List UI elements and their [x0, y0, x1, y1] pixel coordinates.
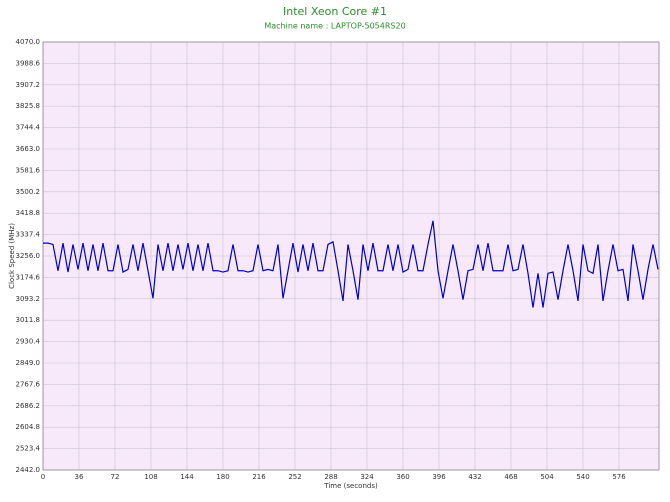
y-tick-label: 3500.2 [16, 188, 41, 196]
x-tick-label: 324 [360, 473, 374, 481]
y-axis-label: Clock Speed (MHz) [8, 223, 16, 289]
chart-subtitle: Machine name : LAPTOP-5054RS20 [264, 22, 405, 31]
plot-border [42, 41, 660, 471]
x-tick-label: 72 [111, 473, 120, 481]
y-tick-label: 3744.4 [16, 124, 41, 132]
x-tick-label: 432 [468, 473, 481, 481]
y-tick-label: 3988.6 [16, 59, 41, 67]
y-tick-label: 3907.2 [16, 81, 41, 89]
y-tick-label: 3581.6 [16, 166, 41, 174]
y-tick-label: 3256.0 [16, 252, 41, 260]
y-tick-label: 3418.8 [16, 209, 41, 217]
y-tick-label: 2686.2 [16, 402, 41, 410]
y-tick-label: 2767.6 [16, 380, 41, 388]
x-tick-label: 252 [288, 473, 301, 481]
y-tick-label: 2604.8 [16, 423, 41, 431]
y-tick-label: 2442.0 [16, 466, 41, 474]
x-axis-label: Time (seconds) [323, 482, 378, 490]
x-tick-label: 576 [612, 473, 626, 481]
y-tick-label: 3011.8 [16, 316, 41, 324]
x-tick-label: 0 [41, 473, 45, 481]
x-tick-label: 360 [396, 473, 409, 481]
y-tick-label: 3174.6 [16, 273, 41, 281]
x-tick-label: 108 [144, 473, 157, 481]
x-tick-label: 396 [432, 473, 446, 481]
x-tick-label: 504 [540, 473, 554, 481]
y-tick-label: 2930.4 [16, 338, 41, 346]
x-tick-label: 216 [252, 473, 266, 481]
y-tick-label: 2523.4 [16, 445, 41, 453]
x-tick-label: 288 [324, 473, 337, 481]
x-tick-label: 144 [180, 473, 194, 481]
chart-title: Intel Xeon Core #1 [283, 5, 387, 18]
x-tick-label: 180 [216, 473, 229, 481]
y-tick-label: 3663.0 [16, 145, 41, 153]
data-line [43, 220, 659, 308]
x-tick-label: 36 [75, 473, 84, 481]
y-tick-label: 3825.8 [16, 102, 41, 110]
y-tick-label: 4070.0 [16, 38, 41, 46]
y-tick-label: 3337.4 [16, 231, 41, 239]
x-tick-label: 540 [576, 473, 589, 481]
y-tick-label: 2849.0 [16, 359, 41, 367]
y-tick-label: 3093.2 [16, 295, 41, 303]
x-tick-label: 468 [504, 473, 517, 481]
